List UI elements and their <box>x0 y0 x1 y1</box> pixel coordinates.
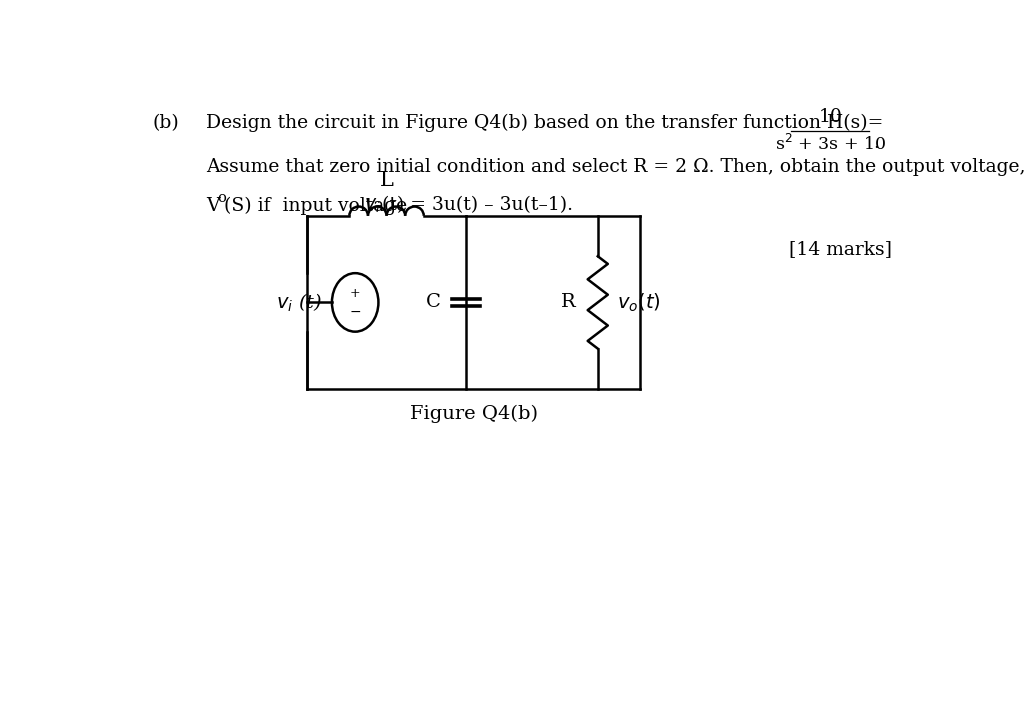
Text: L: L <box>379 170 394 189</box>
Text: Design the circuit in Figure Q4(b) based on the transfer function H(s)=: Design the circuit in Figure Q4(b) based… <box>206 114 884 132</box>
Text: (t) = 3u(t) – 3u(t–1).: (t) = 3u(t) – 3u(t–1). <box>376 196 573 215</box>
Text: +: + <box>350 287 361 299</box>
Text: R: R <box>561 294 576 311</box>
Text: $v_i$ (t): $v_i$ (t) <box>276 291 323 313</box>
Text: Assume that zero initial condition and select R = 2 Ω. Then, obtain the output v: Assume that zero initial condition and s… <box>206 158 1026 176</box>
Text: Figure Q4(b): Figure Q4(b) <box>409 404 538 423</box>
Text: V: V <box>206 196 220 215</box>
Text: −: − <box>350 305 361 319</box>
Text: .: . <box>873 134 878 152</box>
Text: $v_i$: $v_i$ <box>365 196 381 215</box>
Text: [14 marks]: [14 marks] <box>790 240 892 259</box>
Text: 10: 10 <box>819 109 842 126</box>
Text: o: o <box>218 191 227 205</box>
Text: $v_o(t)$: $v_o(t)$ <box>618 291 661 313</box>
Text: (b): (b) <box>153 114 178 132</box>
Text: (S) if  input voltage: (S) if input voltage <box>224 196 413 215</box>
Text: s$^2$ + 3s + 10: s$^2$ + 3s + 10 <box>774 134 886 154</box>
Text: C: C <box>426 294 441 311</box>
